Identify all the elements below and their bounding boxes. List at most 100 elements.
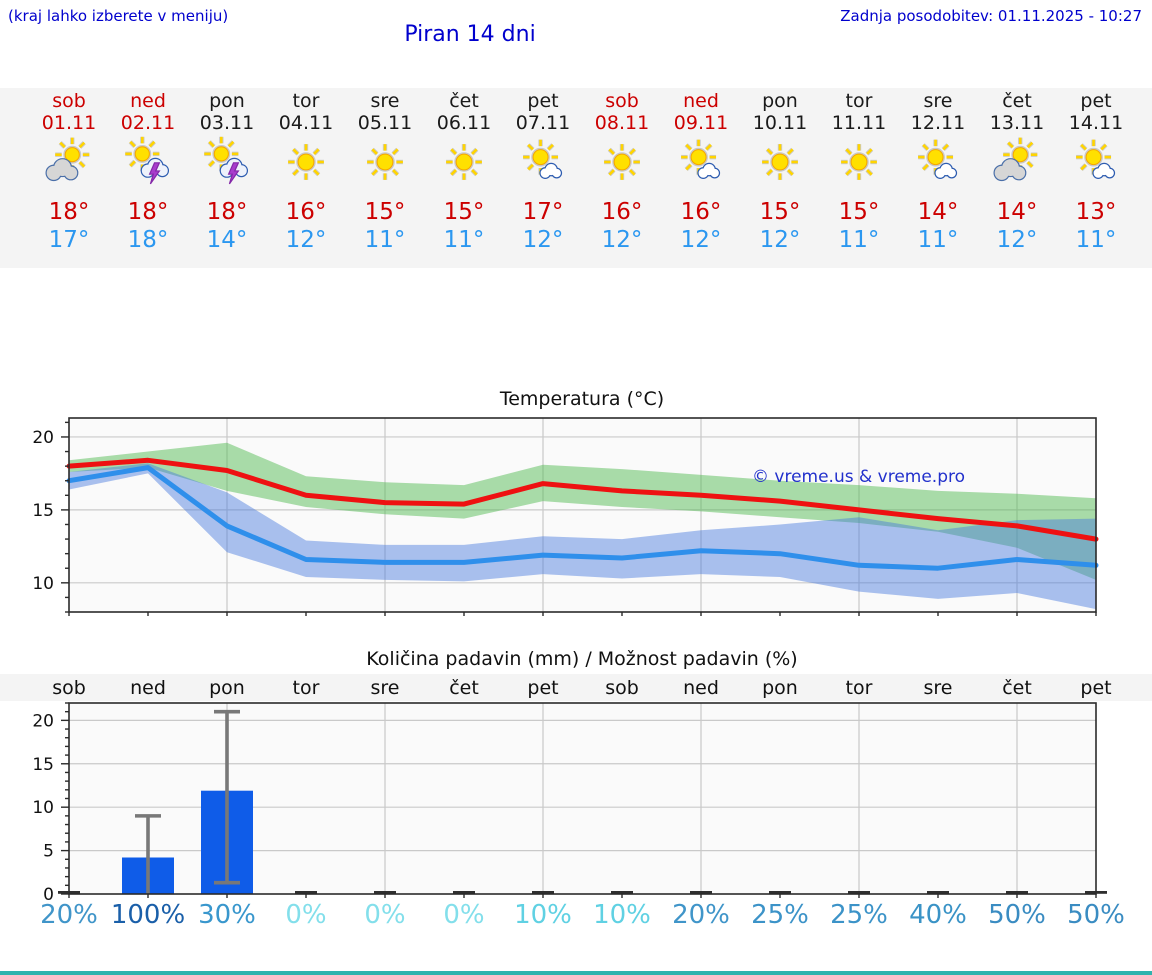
day-high-temp: 14° — [996, 199, 1038, 225]
precip-day-label: čet — [1002, 677, 1032, 699]
day-date: 10.11 — [752, 112, 808, 134]
day-date: 11.11 — [831, 112, 887, 134]
page-title: Piran 14 dni — [404, 22, 536, 47]
day-high-temp: 16° — [680, 199, 722, 225]
last-updated: Zadnja posodobitev: 01.11.2025 - 10:27 — [840, 7, 1142, 25]
svg-text:0: 0 — [43, 885, 54, 905]
day-date: 08.11 — [594, 112, 650, 134]
precip-day-label: sob — [605, 677, 639, 699]
forecast-day: sob 08.11 16° 12° — [581, 90, 663, 254]
precip-day-label: pon — [762, 677, 798, 699]
day-name: pet — [527, 90, 559, 112]
day-low-temp: 11° — [1075, 227, 1117, 253]
day-date: 05.11 — [357, 112, 413, 134]
precip-day-label: pon — [209, 677, 245, 699]
day-low-temp: 12° — [285, 227, 327, 253]
svg-text:15: 15 — [32, 755, 54, 775]
temperature-chart-title: Temperatura (°C) — [499, 388, 665, 410]
sun-cloud-icon — [976, 134, 1058, 190]
day-name: čet — [449, 90, 479, 112]
day-date: 03.11 — [199, 112, 255, 134]
day-low-temp: 14° — [206, 227, 248, 253]
day-high-temp: 15° — [443, 199, 485, 225]
day-name: pon — [762, 90, 798, 112]
svg-text:5: 5 — [43, 842, 54, 862]
day-name: sre — [923, 90, 953, 112]
sun-small-cloud-icon — [897, 134, 979, 190]
sun-icon — [265, 134, 347, 190]
precip-day-label: ned — [130, 677, 166, 699]
day-name: ned — [683, 90, 719, 112]
precip-probability: 10% — [514, 900, 572, 930]
precip-label-band — [0, 674, 1152, 701]
day-date: 06.11 — [436, 112, 492, 134]
forecast-day: pon 10.11 15° 12° — [739, 90, 821, 254]
precipitation-chart: 0 5 10 15 20 — [32, 702, 1107, 905]
day-high-temp: 14° — [917, 199, 959, 225]
precip-day-label: tor — [292, 677, 320, 699]
day-high-temp: 15° — [364, 199, 406, 225]
day-high-temp: 15° — [759, 199, 801, 225]
day-name: sre — [370, 90, 400, 112]
forecast-day: pet 14.11 13° 11° — [1055, 90, 1137, 254]
temperature-chart: 10 15 20 — [32, 417, 1099, 616]
precip-probability: 50% — [1067, 900, 1125, 930]
forecast-day: sre 05.11 15° 11° — [344, 90, 426, 254]
sun-icon — [344, 134, 426, 190]
watermark: © vreme.us & vreme.pro — [752, 467, 966, 487]
precip-probability: 20% — [672, 900, 730, 930]
precipitation-chart-title: Količina padavin (mm) / Možnost padavin … — [366, 648, 798, 670]
day-low-temp: 12° — [759, 227, 801, 253]
day-high-temp: 13° — [1075, 199, 1117, 225]
sun-icon — [581, 134, 663, 190]
location-hint: (kraj lahko izberete v meniju) — [8, 7, 229, 25]
svg-text:10: 10 — [32, 798, 54, 818]
precip-probability: 30% — [198, 900, 256, 930]
day-high-temp: 18° — [48, 199, 90, 225]
precip-day-label: sob — [52, 677, 86, 699]
day-name: tor — [292, 90, 320, 112]
day-high-temp: 16° — [601, 199, 643, 225]
day-low-temp: 11° — [917, 227, 959, 253]
precip-day-label: pet — [527, 677, 559, 699]
day-high-temp: 18° — [206, 199, 248, 225]
footer-bar — [0, 971, 1152, 975]
precip-probability: 40% — [909, 900, 967, 930]
forecast-day: čet 06.11 15° 11° — [423, 90, 505, 254]
day-low-temp: 11° — [838, 227, 880, 253]
day-low-temp: 12° — [680, 227, 722, 253]
day-date: 01.11 — [41, 112, 97, 134]
precip-probability: 10% — [593, 900, 651, 930]
forecast-day: sre 12.11 14° 11° — [897, 90, 979, 254]
day-name: tor — [845, 90, 873, 112]
day-date: 09.11 — [673, 112, 729, 134]
sun-cloud-icon — [28, 134, 110, 190]
forecast-day: ned 02.11 18° 18° — [107, 90, 189, 254]
day-low-temp: 17° — [48, 227, 90, 253]
day-name: sob — [52, 90, 86, 112]
precip-day-label: pet — [1080, 677, 1112, 699]
day-date: 07.11 — [515, 112, 571, 134]
precip-probability: 20% — [40, 900, 98, 930]
precip-probability-row: 20% 100% 30% 0% 0% 0% 10% 10% 20% 25% 25% 40% 50% 50% — [0, 898, 1152, 934]
day-date: 14.11 — [1068, 112, 1124, 134]
precip-probability: 0% — [443, 900, 485, 930]
day-low-temp: 18° — [127, 227, 169, 253]
svg-text:20: 20 — [32, 428, 54, 448]
precip-probability: 0% — [364, 900, 406, 930]
sun-small-cloud-icon — [502, 134, 584, 190]
forecast-day: tor 11.11 15° 11° — [818, 90, 900, 254]
sun-small-cloud-icon — [660, 134, 742, 190]
day-high-temp: 18° — [127, 199, 169, 225]
precip-probability: 0% — [285, 900, 327, 930]
precip-day-label: ned — [683, 677, 719, 699]
day-date: 12.11 — [910, 112, 966, 134]
precip-probability: 100% — [110, 900, 186, 930]
forecast-day: sob 01.11 18° 17° — [28, 90, 110, 254]
precip-probability: 25% — [830, 900, 888, 930]
forecast-day: ned 09.11 16° 12° — [660, 90, 742, 254]
day-date: 04.11 — [278, 112, 334, 134]
svg-text:20: 20 — [32, 711, 54, 731]
forecast-day: čet 13.11 14° 12° — [976, 90, 1058, 254]
day-low-temp: 11° — [364, 227, 406, 253]
